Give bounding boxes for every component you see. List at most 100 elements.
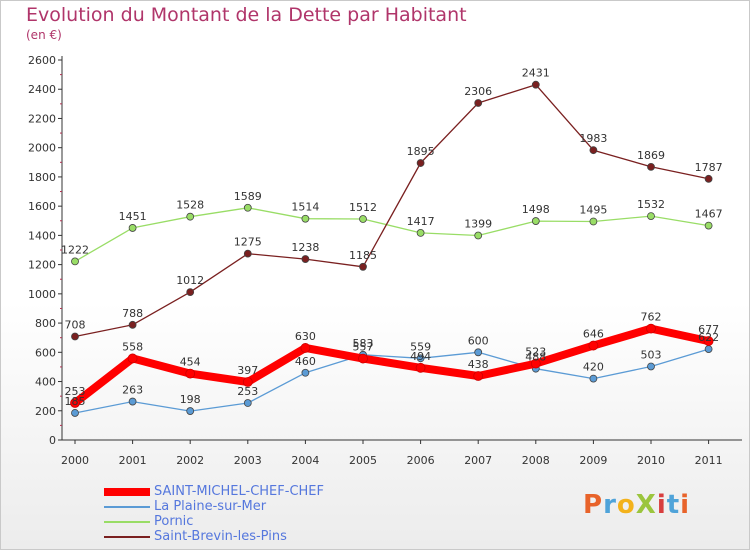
data-point <box>128 397 137 406</box>
data-label: 494 <box>410 350 431 363</box>
data-point <box>359 262 367 271</box>
data-label: 622 <box>698 331 719 344</box>
data-point <box>703 336 714 346</box>
data-label: 559 <box>410 340 431 353</box>
data-point <box>71 409 79 417</box>
legend-swatch <box>104 535 150 538</box>
data-point <box>704 221 713 230</box>
legend-label: Pornic <box>154 514 194 529</box>
data-point <box>71 257 79 266</box>
data-point <box>647 212 655 220</box>
data-label: 600 <box>468 334 489 347</box>
data-label: 198 <box>180 393 201 406</box>
data-label: 630 <box>295 330 316 343</box>
data-point <box>474 99 483 107</box>
data-point <box>301 214 310 223</box>
data-label: 1417 <box>407 215 435 228</box>
y-tick-label: 2000 <box>28 142 56 155</box>
data-point <box>186 407 195 415</box>
data-label: 185 <box>65 395 86 408</box>
data-label: 1512 <box>349 201 377 214</box>
data-label: 1983 <box>579 132 607 145</box>
data-label: 677 <box>698 323 719 336</box>
y-tick-label: 2200 <box>28 112 56 125</box>
y-tick-label: 200 <box>35 405 56 418</box>
data-label: 1498 <box>522 203 550 216</box>
data-label: 488 <box>525 351 546 364</box>
logo-letter: P <box>583 490 604 520</box>
data-label: 788 <box>122 307 143 320</box>
data-label: 1275 <box>234 236 262 249</box>
data-point <box>589 217 598 226</box>
legend-item: SAINT-MICHEL-CHEF-CHEF <box>104 484 324 499</box>
data-point <box>243 249 252 258</box>
data-point <box>531 80 540 89</box>
legend-item: Pornic <box>104 514 324 529</box>
data-point <box>358 353 368 364</box>
legend-swatch <box>104 487 150 496</box>
x-tick-label: 2004 <box>291 454 319 467</box>
data-point <box>416 228 425 237</box>
x-tick-label: 2001 <box>119 454 147 467</box>
legend-swatch <box>104 520 150 523</box>
data-label: 583 <box>353 337 374 350</box>
x-tick-label: 2011 <box>695 454 723 467</box>
data-label: 2306 <box>464 85 492 98</box>
logo-letter: o <box>616 490 636 520</box>
data-point <box>128 320 137 329</box>
data-point <box>704 345 713 353</box>
data-label: 1185 <box>349 249 377 262</box>
data-label: 420 <box>583 361 604 374</box>
data-point <box>301 368 310 377</box>
data-label: 460 <box>295 355 316 368</box>
data-point <box>127 353 138 364</box>
data-point <box>589 374 598 383</box>
data-point <box>128 224 137 232</box>
legend-label: Saint-Brevin-les-Pins <box>154 529 287 544</box>
data-point <box>531 217 540 225</box>
data-point <box>530 358 541 369</box>
data-label: 1467 <box>695 208 723 221</box>
data-label: 1238 <box>291 241 319 254</box>
data-label: 438 <box>468 358 489 371</box>
data-label: 1012 <box>176 274 204 287</box>
legend-label: SAINT-MICHEL-CHEF-CHEF <box>154 484 324 499</box>
logo-letter: i <box>680 490 691 520</box>
series-line <box>74 348 710 414</box>
y-tick-label: 0 <box>49 434 56 447</box>
data-label: 558 <box>122 340 143 353</box>
data-label: 1528 <box>176 199 204 212</box>
chart-legend: SAINT-MICHEL-CHEF-CHEF La Plaine-sur-Mer P… <box>104 484 324 544</box>
data-label: 1895 <box>407 145 435 158</box>
legend-swatch <box>104 505 150 508</box>
x-tick-label: 2010 <box>637 454 665 467</box>
series-line <box>74 84 710 338</box>
data-label: 1399 <box>464 218 492 231</box>
y-tick-label: 1200 <box>28 259 56 272</box>
proxiti-logo: ProXiti <box>583 490 690 520</box>
x-tick-label: 2003 <box>234 454 262 467</box>
data-label: 523 <box>525 346 546 359</box>
logo-letter: i <box>656 490 667 520</box>
y-tick-label: 1800 <box>28 171 56 184</box>
y-tick-label: 400 <box>35 376 56 389</box>
data-point <box>243 203 252 212</box>
data-label: 1589 <box>234 190 262 203</box>
data-label: 1514 <box>291 201 319 214</box>
data-point <box>185 368 196 379</box>
data-point <box>589 146 598 155</box>
data-point <box>71 332 79 341</box>
data-label: 1869 <box>637 149 665 162</box>
data-point <box>359 215 367 223</box>
legend-item: Saint-Brevin-les-Pins <box>104 529 324 544</box>
data-point <box>300 343 311 353</box>
x-tick-label: 2008 <box>522 454 550 467</box>
data-point <box>647 162 655 171</box>
logo-letter: t <box>666 490 681 520</box>
data-point <box>473 371 484 381</box>
data-point <box>474 231 483 240</box>
x-tick-label: 2006 <box>407 454 435 467</box>
data-label: 1532 <box>637 198 665 211</box>
